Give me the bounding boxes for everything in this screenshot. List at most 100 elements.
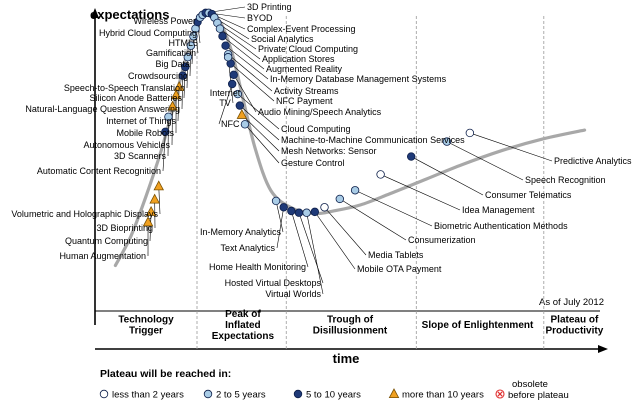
legend-marker-gt10	[388, 388, 400, 399]
phase-dividers	[196, 16, 545, 349]
marker-nfc	[227, 79, 237, 89]
leader-speech-recognition	[446, 141, 524, 181]
leader-virtual-worlds	[306, 212, 324, 295]
marker-biometric-authentication-methods	[350, 186, 360, 195]
leader-automatic-content-recognition	[162, 131, 166, 172]
label-hybrid-cloud-computing: Hybrid Cloud Computing	[99, 28, 197, 38]
label-application-stores: Application Stores	[262, 54, 335, 64]
marker-human-augmentation	[142, 216, 154, 227]
marker-text-analytics	[279, 203, 288, 212]
leader-autonomous-vehicles	[171, 106, 173, 146]
label-big-data: Big Data	[155, 59, 190, 69]
legend: Plateau will be reached in: less than 2 …	[99, 368, 569, 401]
label-complex-event-processing: Complex-Event Processing	[247, 24, 356, 34]
technology-labels: Human Augmentation Quantum Computing 3D Bi…	[11, 2, 632, 299]
label-mobile-ota-payment: Mobile OTA Payment	[357, 264, 442, 274]
leader-text-analytics	[276, 207, 284, 249]
label-natural-language-question-answering: Natural-Language Question Answering	[25, 104, 180, 114]
leader-cloud-computing	[237, 93, 280, 130]
phase-label-trough-of-disillusionment: Trough of Disillusionment	[313, 315, 388, 337]
marker-home-health-monitoring	[287, 206, 296, 216]
leader-hosted-virtual-desktops	[298, 212, 324, 284]
marker-speech-recognition	[442, 137, 452, 146]
leader-predictive-analytics	[469, 132, 553, 162]
label-consumerization: Consumerization	[408, 235, 476, 245]
label-mobile-robots: Mobile Robots	[116, 128, 174, 138]
legend-marker-2to5	[203, 389, 213, 399]
phase-labels: Technology Trigger Peak of Inflated Expectat…	[118, 309, 603, 342]
leader-crowdsourcing	[189, 45, 192, 77]
leader-media-tablets	[324, 207, 367, 256]
label-internet-tv: Internet TV	[210, 88, 241, 108]
label-cloud-computing: Cloud Computing	[281, 124, 351, 134]
legend-marker-5to10	[293, 389, 303, 399]
as-of-label: As of July 2012	[539, 297, 604, 308]
marker-mobile-ota-payment	[310, 207, 320, 217]
label-gesture-control: Gesture Control	[281, 158, 345, 168]
marker-audio-mining-speech-analytics	[229, 70, 238, 79]
label-internet-of-things: Internet of Things	[106, 116, 176, 126]
marker-consumerization	[335, 194, 344, 204]
leader-mobile-ota-payment	[314, 211, 356, 270]
marker-consumer-telematics	[407, 152, 416, 161]
label-silicon-anode-batteries: Silicon Anode Batteries	[89, 93, 182, 103]
leader-machine-to-machine-communication-services	[239, 105, 280, 141]
leader-lines	[147, 6, 553, 295]
label-3d-scanners: 3D Scanners	[114, 151, 167, 161]
label-gamification: Gamification	[146, 48, 196, 58]
leader-gesture-control	[244, 124, 280, 164]
label-media-tablets: Media Tablets	[368, 250, 424, 260]
leader-in-memory-database-management-systems	[225, 45, 269, 80]
legend-title: Plateau will be reached in:	[100, 368, 231, 380]
leader-consumerization	[339, 198, 407, 241]
y-axis-arrow	[91, 8, 99, 18]
marker-application-stores	[215, 24, 225, 33]
label-idea-management: Idea Management	[462, 205, 535, 215]
label-html5: HTML5	[168, 38, 198, 48]
label-autonomous-vehicles: Autonomous Vehicles	[83, 140, 170, 150]
legend-label-5to10: 5 to 10 years	[306, 390, 361, 401]
label-predictive-analytics: Predictive Analytics	[554, 156, 632, 166]
label-virtual-worlds: Virtual Worlds	[265, 289, 321, 299]
label-audio-mining-speech-analytics: Audio Mining/Speech Analytics	[258, 107, 382, 117]
leader-home-health-monitoring	[291, 210, 309, 268]
leader-volumetric-and-holographic-displays	[158, 186, 161, 215]
leader-internet-of-things	[177, 86, 180, 122]
leader-speech-to-speech-translation	[186, 57, 189, 89]
label-quantum-computing: Quantum Computing	[65, 236, 148, 246]
label-speech-recognition: Speech Recognition	[525, 175, 606, 185]
marker-idea-management	[376, 170, 385, 179]
marker-cloud-computing	[233, 89, 242, 99]
marker-internet-tv	[223, 53, 233, 62]
label-crowdsourcing: Crowdsourcing	[128, 71, 188, 81]
label-augmented-reality: Augmented Reality	[266, 64, 343, 74]
label-nfc: NFC	[221, 119, 240, 129]
marker-volumetric-and-holographic-displays	[153, 180, 165, 191]
legend-label-gt10: more than 10 years	[402, 390, 484, 401]
axes: expectations time As of July 2012	[90, 7, 608, 366]
leader-biometric-authentication-methods	[354, 189, 433, 227]
phase-label-technology-trigger: Technology Trigger	[118, 315, 174, 337]
leader-augmented-reality	[222, 35, 265, 70]
marker-machine-to-machine-communication-services	[235, 101, 245, 110]
leader-application-stores	[219, 28, 261, 60]
label-volumetric-and-holographic-displays: Volumetric and Holographic Displays	[11, 209, 158, 219]
marker-in-memory-database-management-systems	[221, 41, 230, 50]
marker-autonomous-vehicles	[167, 100, 178, 111]
label-in-memory-analytics: In-Memory Analytics	[200, 227, 282, 237]
x-axis-label: time	[333, 351, 360, 366]
label-human-augmentation: Human Augmentation	[59, 251, 146, 261]
phase-label-peak-of-inflated-expectations: Peak of Inflated Expectations	[212, 309, 275, 342]
marker-natural-language-question-answering	[178, 71, 187, 80]
legend-items: less than 2 years 2 to 5 years 5 to 10 yea…	[99, 379, 569, 401]
leader-big-data	[191, 36, 194, 65]
marker-automatic-content-recognition	[161, 127, 170, 137]
marker-predictive-analytics	[465, 128, 475, 138]
leader-idea-management	[380, 174, 461, 211]
label-nfc-payment: NFC Payment	[276, 96, 333, 106]
legend-marker-lt2	[99, 389, 109, 399]
marker-crowdsourcing	[186, 41, 196, 50]
marker-mobile-robots	[170, 89, 182, 100]
label-consumer-telematics: Consumer Telematics	[485, 190, 572, 200]
label-activity-streams: Activity Streams	[274, 86, 339, 96]
